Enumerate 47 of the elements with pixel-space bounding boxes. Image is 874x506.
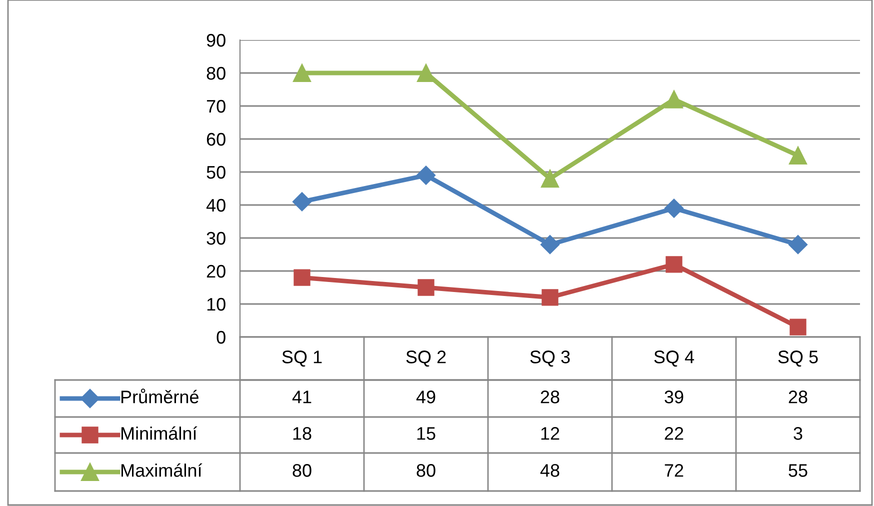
data-label: 72 bbox=[664, 464, 684, 477]
point bbox=[664, 198, 684, 218]
data-label: 55 bbox=[788, 464, 808, 477]
data-label: 12 bbox=[541, 427, 560, 440]
legend-label: Minimální bbox=[121, 426, 198, 440]
point bbox=[294, 269, 310, 286]
y-tick-label: 0 bbox=[216, 330, 226, 344]
y-tick-label: 50 bbox=[206, 166, 226, 179]
point bbox=[418, 279, 434, 296]
point bbox=[292, 64, 312, 82]
x-tick-label: SQ 4 bbox=[654, 350, 694, 367]
data-label: 49 bbox=[416, 390, 436, 404]
data-label: 22 bbox=[664, 427, 684, 440]
data-label: 18 bbox=[293, 427, 312, 440]
y-tick-label: 10 bbox=[207, 298, 226, 311]
point bbox=[790, 318, 806, 336]
point bbox=[664, 90, 684, 108]
legend-label: Průměrné bbox=[121, 388, 198, 404]
point bbox=[540, 170, 560, 188]
data-label: 39 bbox=[664, 390, 684, 404]
point bbox=[542, 289, 558, 306]
point bbox=[788, 146, 808, 165]
data-label: 80 bbox=[416, 464, 436, 477]
y-tick-label: 40 bbox=[206, 198, 226, 212]
y-tick-label: 30 bbox=[206, 232, 226, 245]
data-label: 3 bbox=[794, 427, 802, 440]
data-label: 41 bbox=[292, 390, 312, 404]
y-tick-label: 60 bbox=[206, 132, 226, 146]
point bbox=[666, 256, 682, 273]
y-tick-label: 80 bbox=[206, 66, 226, 80]
data-label: 28 bbox=[788, 390, 808, 404]
data-label: 28 bbox=[540, 390, 560, 404]
x-tick-label: SQ 3 bbox=[530, 350, 570, 367]
x-tick-label: SQ 1 bbox=[282, 350, 322, 367]
x-tick-label: SQ 2 bbox=[406, 350, 446, 367]
x-tick-label: SQ 5 bbox=[778, 350, 818, 367]
data-label: 80 bbox=[292, 464, 312, 477]
point bbox=[292, 192, 312, 212]
y-tick-label: 90 bbox=[206, 34, 226, 47]
point bbox=[788, 235, 808, 254]
point bbox=[540, 235, 560, 254]
y-tick-label: 20 bbox=[206, 264, 226, 278]
legend-label: Maximální bbox=[121, 463, 202, 477]
data-label: 48 bbox=[540, 464, 560, 477]
point bbox=[416, 166, 436, 185]
data-label: 15 bbox=[417, 427, 436, 440]
y-tick-label: 70 bbox=[206, 100, 226, 113]
